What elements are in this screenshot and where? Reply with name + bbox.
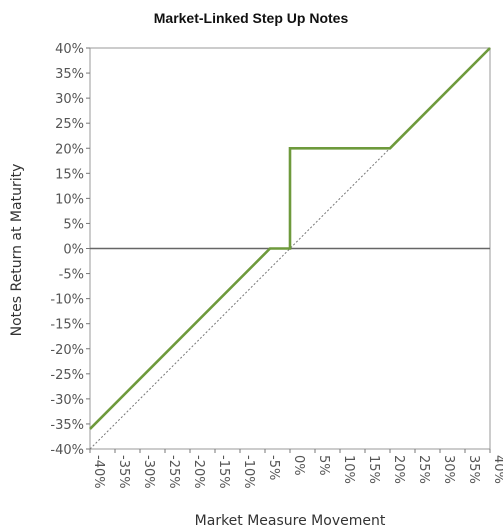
x-tick-label: -10%: [241, 455, 256, 489]
x-tick-label: -15%: [216, 455, 231, 489]
notes-return-line: [89, 47, 491, 430]
y-tick-label: -20%: [50, 343, 84, 358]
x-tick-label: 20%: [391, 455, 406, 484]
x-axis-ticks: -40% -35% -30% -25% -20% -15% -10% -5% 0% 5% 10% 15…: [89, 449, 503, 489]
x-tick-label: -25%: [166, 455, 181, 489]
x-tick-label: -40%: [91, 455, 106, 489]
y-tick-label: -30%: [50, 393, 84, 408]
x-tick-label: 30%: [441, 455, 456, 484]
x-tick-label: -30%: [141, 455, 156, 489]
x-tick-label: 15%: [366, 455, 381, 484]
y-tick-label: -10%: [50, 293, 84, 308]
y-tick-label: 30%: [55, 92, 84, 107]
x-tick-label: -35%: [116, 455, 131, 489]
y-tick-label: -15%: [50, 318, 84, 333]
y-tick-label: 5%: [63, 217, 84, 232]
x-tick-label: -20%: [191, 455, 206, 489]
y-tick-label: -40%: [50, 443, 84, 458]
y-tick-label: -5%: [59, 268, 84, 283]
y-tick-label: 25%: [55, 117, 84, 132]
x-tick-label: 5%: [316, 455, 331, 476]
x-tick-label: -5%: [266, 455, 281, 480]
y-tick-label: 40%: [55, 42, 84, 57]
x-axis-label: Market Measure Movement: [195, 513, 386, 529]
y-tick-label: 10%: [55, 192, 84, 207]
x-tick-label: 25%: [416, 455, 431, 484]
y-tick-label: 35%: [55, 67, 84, 82]
y-tick-label: -25%: [50, 368, 84, 383]
y-tick-label: 15%: [55, 167, 84, 182]
y-axis-ticks: 40% 35% 30% 25% 20% 15% 10% 5% 0% -5% -10% -15% -20%…: [50, 42, 90, 458]
y-tick-label: 20%: [55, 142, 84, 157]
y-tick-label: 0%: [63, 243, 84, 258]
chart-title: Market-Linked Step Up Notes: [154, 10, 349, 26]
x-tick-label: 10%: [341, 455, 356, 484]
y-axis-label: Notes Return at Maturity: [9, 164, 25, 337]
x-tick-label: 40%: [491, 455, 503, 484]
y-tick-label: -35%: [50, 418, 84, 433]
x-tick-label: 35%: [466, 455, 481, 484]
x-tick-label: 0%: [291, 455, 306, 476]
plot-area: [89, 47, 491, 450]
